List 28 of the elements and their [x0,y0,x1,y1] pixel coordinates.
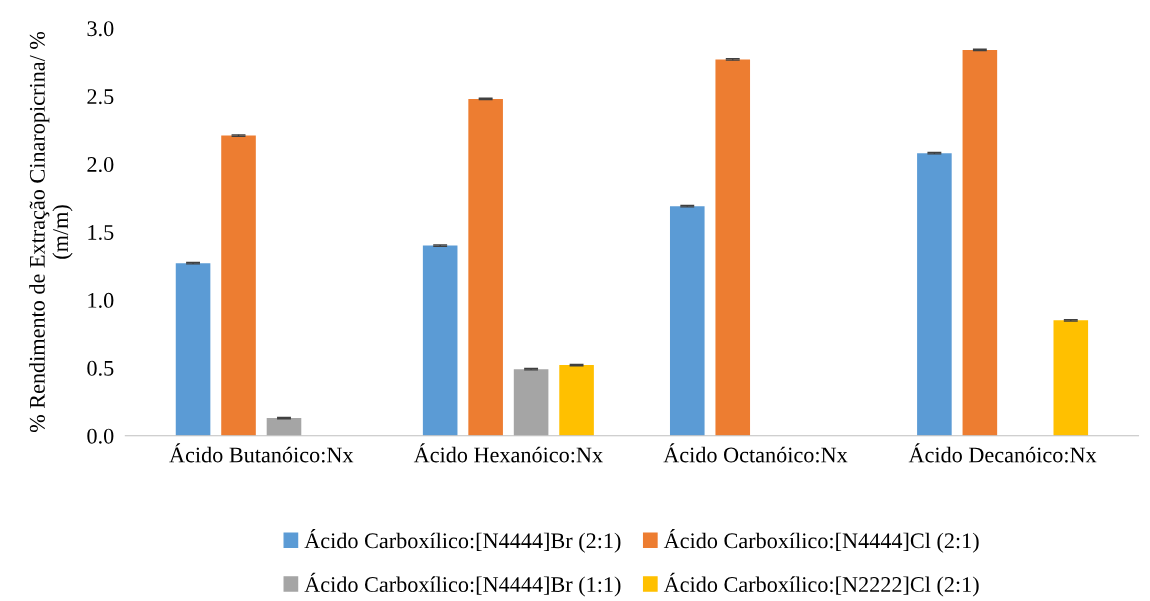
bar [513,369,549,436]
y-tick-label: 2.5 [87,89,114,105]
x-tick-label: Ácido Decanóico:Nx [908,443,1097,463]
bar [917,153,952,436]
y-tick-label: 3.0 [87,21,114,37]
bar [559,365,594,436]
bar [468,98,503,436]
y-tick-label: 2.0 [87,157,114,173]
legend-label: Ácido Carboxílico:[N2222]Cl (2:1) [663,572,979,597]
bar [715,59,751,436]
x-tick-label: Ácido Octanóico:Nx [663,443,848,463]
y-tick-label: 1.0 [88,292,114,308]
y-tick-label: 0.5 [87,360,114,376]
bar [175,263,211,436]
y-tick-label: 1.5 [88,225,114,241]
bar [1053,320,1089,436]
bar [221,135,256,436]
y-tick-label: 0.0 [87,428,114,444]
x-tick-label: Ácido Hexanóico:Nx [413,443,603,463]
legend-label: Ácido Carboxílico:[N4444]Cl (2:1) [663,529,979,553]
legend-label: Ácido Carboxílico:[N4444]Br (1:1) [304,572,621,597]
bar [266,418,302,436]
bar [422,245,458,436]
bar [669,206,705,436]
y-axis-title: % Rendimento de Extração Cinaropicrina/ % (m/m) [29,31,73,433]
bar [962,49,998,436]
x-tick-label: Ácido Butanóico:Nx [169,443,354,463]
legend-label: Ácido Carboxílico:[N4444]Br (2:1) [304,529,621,553]
